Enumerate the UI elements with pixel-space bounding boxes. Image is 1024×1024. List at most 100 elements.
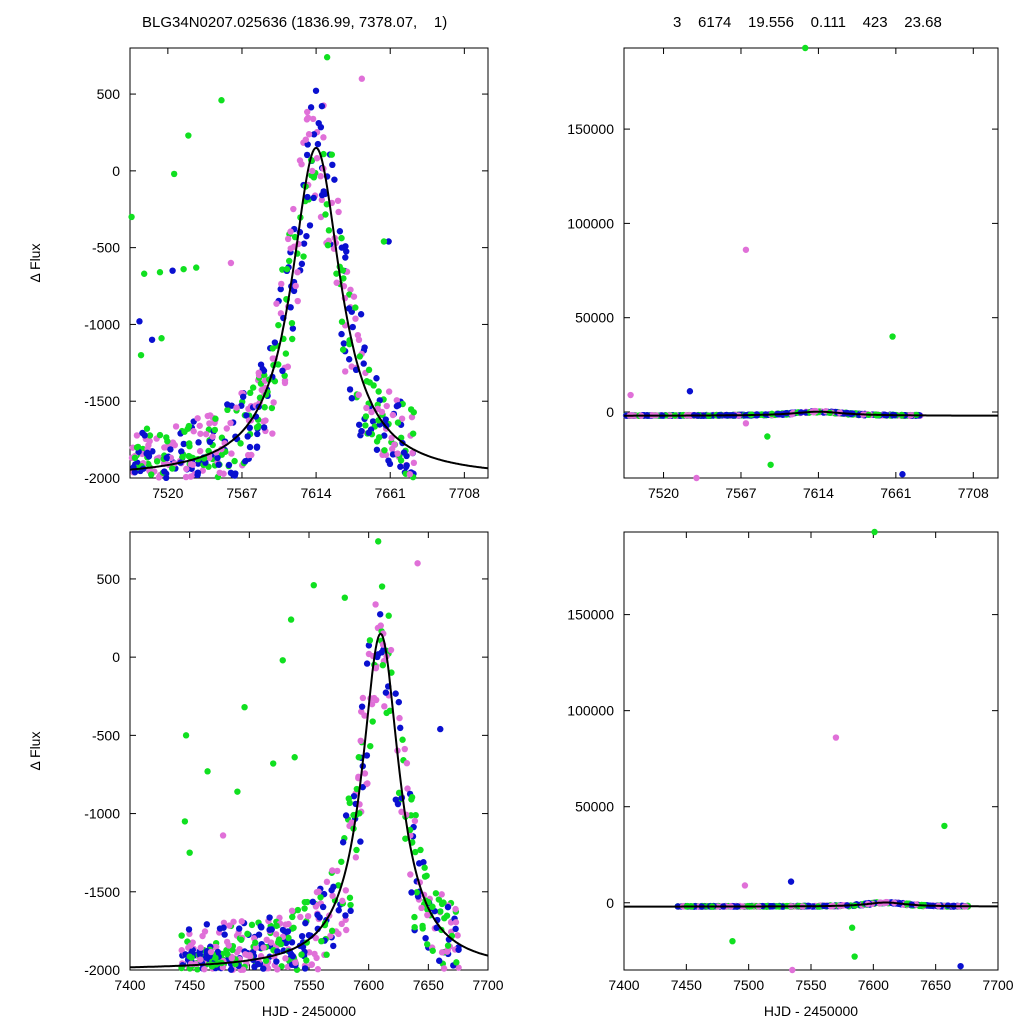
data-point-green bbox=[204, 768, 211, 775]
data-point-green bbox=[186, 953, 193, 960]
data-point-blue bbox=[342, 254, 349, 261]
data-point-pink bbox=[196, 422, 203, 429]
data-point-blue bbox=[386, 460, 394, 468]
data-point-pink bbox=[333, 279, 340, 286]
data-point-green bbox=[411, 923, 418, 931]
data-point-green bbox=[247, 389, 254, 397]
data-point-green bbox=[378, 583, 386, 590]
y-tick-label: 0 bbox=[112, 163, 120, 179]
data-point-green bbox=[185, 440, 193, 447]
x-tick-label: 7600 bbox=[858, 977, 889, 993]
data-point-pink bbox=[233, 404, 240, 411]
data-point-blue bbox=[148, 336, 156, 343]
data-point-green bbox=[287, 616, 295, 623]
data-point-blue bbox=[309, 898, 317, 906]
data-point-blue bbox=[239, 393, 247, 400]
data-point-blue bbox=[363, 660, 371, 667]
data-point-pink bbox=[220, 919, 228, 926]
data-point-blue bbox=[288, 939, 296, 946]
y-tick-label: -1000 bbox=[84, 316, 120, 332]
data-point-pink bbox=[206, 420, 213, 427]
data-point-pink bbox=[409, 449, 416, 457]
data-point-blue bbox=[318, 102, 326, 110]
data-point-blue bbox=[277, 285, 284, 293]
data-point-pink bbox=[228, 450, 235, 457]
data-point-green bbox=[413, 889, 420, 896]
data-point-blue bbox=[314, 140, 322, 148]
data-point-green bbox=[323, 54, 331, 61]
data-point-pink bbox=[281, 379, 289, 387]
panel-bottom-left: 7400 7450 7500 7550 7600 7650 7700 -2000 -1500 -1… bbox=[27, 531, 504, 1019]
data-point-pink bbox=[197, 944, 204, 951]
data-point-green bbox=[261, 372, 268, 379]
data-point-pink bbox=[327, 932, 334, 940]
data-point-blue bbox=[385, 238, 392, 245]
data-point-green bbox=[253, 424, 261, 431]
data-point-pink bbox=[133, 432, 141, 439]
data-point-blue bbox=[257, 361, 265, 368]
data-point-green bbox=[323, 201, 331, 208]
data-point-pink bbox=[262, 417, 269, 424]
data-point-green bbox=[137, 351, 145, 359]
data-point-green bbox=[429, 947, 436, 954]
data-point-pink bbox=[410, 459, 418, 467]
data-point-pink bbox=[309, 115, 317, 123]
data-point-blue bbox=[255, 931, 263, 938]
data-point-blue bbox=[225, 461, 233, 469]
data-point-pink bbox=[391, 441, 398, 448]
data-point-pink bbox=[355, 391, 362, 399]
data-point-green bbox=[310, 581, 317, 589]
data-point-pink bbox=[342, 368, 349, 375]
y-tick-label: 500 bbox=[97, 86, 121, 102]
data-point-pink bbox=[292, 282, 299, 290]
data-point-pink bbox=[454, 932, 461, 939]
data-point-pink bbox=[318, 196, 326, 204]
data-point-pink bbox=[182, 473, 190, 481]
panel-top-left: 7520 7567 7614 7661 7708 -2000 -1500 -1000 -500 0… bbox=[27, 47, 489, 501]
data-point-green bbox=[385, 612, 392, 619]
data-point-blue bbox=[339, 839, 347, 846]
data-point-pink bbox=[292, 959, 299, 966]
data-point-blue bbox=[178, 448, 185, 455]
data-point-pink bbox=[444, 948, 451, 955]
data-point-green bbox=[325, 227, 333, 234]
data-point-blue bbox=[382, 689, 390, 696]
data-point-blue bbox=[260, 965, 267, 972]
x-tick-label: 7400 bbox=[114, 977, 145, 993]
data-point-pink bbox=[199, 467, 206, 474]
data-point-pink bbox=[201, 928, 209, 935]
data-point-green bbox=[185, 132, 192, 139]
data-point-green bbox=[298, 951, 305, 958]
data-point-green bbox=[269, 345, 276, 352]
light-curve-title: BLG34N0207.025636 (1836.99, 7378.07, 1) bbox=[142, 14, 448, 31]
y-tick-label: -500 bbox=[92, 727, 120, 743]
data-point-pink bbox=[207, 948, 215, 956]
data-point-pink bbox=[252, 944, 260, 951]
data-point-pink bbox=[196, 447, 204, 455]
data-point-green bbox=[802, 44, 809, 52]
data-point-blue bbox=[305, 932, 313, 939]
data-point-pink bbox=[225, 942, 232, 949]
data-point-pink bbox=[378, 408, 386, 416]
data-point-blue bbox=[357, 838, 364, 845]
data-point-green bbox=[362, 413, 370, 420]
data-point-green bbox=[347, 901, 354, 909]
data-point-blue bbox=[437, 725, 444, 733]
data-point-green bbox=[148, 471, 155, 478]
data-point-pink bbox=[202, 430, 210, 438]
y-tick-label: 500 bbox=[97, 571, 121, 587]
data-point-green bbox=[249, 384, 257, 391]
data-point-green bbox=[169, 465, 176, 472]
data-point-blue bbox=[422, 934, 429, 942]
data-point-blue bbox=[346, 386, 354, 393]
data-point-pink bbox=[406, 470, 414, 478]
data-point-blue bbox=[415, 860, 423, 867]
data-point-blue bbox=[365, 429, 373, 436]
data-point-blue bbox=[271, 339, 279, 346]
data-point-pink bbox=[206, 412, 214, 419]
data-point-pink bbox=[438, 949, 446, 956]
data-point-green bbox=[375, 538, 382, 545]
data-point-pink bbox=[393, 397, 400, 404]
data-point-green bbox=[261, 404, 268, 411]
